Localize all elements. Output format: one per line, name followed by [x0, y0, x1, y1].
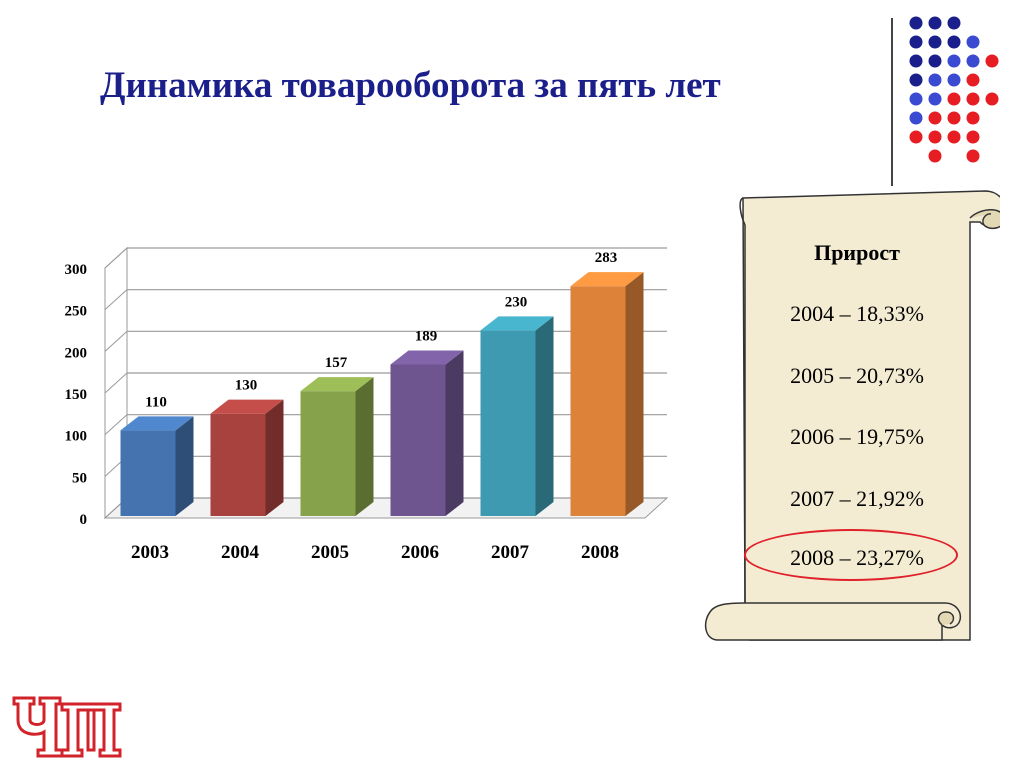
bar-front [120, 430, 176, 516]
decor-dot [928, 16, 942, 30]
decor-dot [909, 92, 923, 106]
decor-dot [928, 130, 942, 144]
decor-dot [928, 111, 942, 125]
bar-chart: 0 50 100 150 200 250 300 110 2003 130 2004 157 2005 1… [65, 246, 669, 563]
bar-front [210, 413, 266, 516]
decor-dot [928, 54, 942, 68]
decor-dot [966, 73, 980, 87]
decor-dot [909, 73, 923, 87]
bar-top [570, 272, 644, 287]
decor-dot [966, 130, 980, 144]
decor-dot [909, 54, 923, 68]
y-tick-label: 50 [72, 470, 87, 486]
data-label: 230 [505, 294, 528, 310]
growth-item-2006: 2006 – 19,75% [790, 424, 924, 449]
y-tick-label: 100 [65, 429, 88, 445]
bar-2005 [300, 377, 374, 516]
data-label: 110 [145, 394, 167, 410]
decorative-dot-grid [909, 16, 999, 163]
decor-dot [985, 54, 999, 68]
gridline-depth [104, 330, 128, 352]
x-tick-label: 2006 [401, 542, 439, 563]
y-tick-label: 300 [65, 262, 88, 278]
decor-dot [966, 111, 980, 125]
data-label: 189 [415, 329, 438, 345]
decor-dot [928, 149, 942, 163]
chart-labels: 0 50 100 150 200 250 300 110 2003 130 2004 157 2005 1… [65, 250, 620, 563]
decor-dot [947, 35, 961, 49]
bar-side [535, 316, 554, 516]
highlight-ellipse [744, 529, 958, 581]
bar-front [300, 391, 356, 516]
university-logo [12, 696, 122, 758]
bar-2003 [120, 416, 194, 516]
decor-dot [909, 16, 923, 30]
bar-top [390, 350, 464, 365]
growth-item-2005: 2005 – 20,73% [790, 363, 924, 388]
bar-2008 [570, 272, 644, 516]
y-tick-label: 200 [65, 345, 88, 361]
bar-top [120, 416, 194, 431]
decor-dot [928, 92, 942, 106]
x-tick-label: 2005 [311, 542, 349, 563]
decor-dot [966, 149, 980, 163]
gridline-depth [104, 247, 128, 269]
growth-item-2004: 2004 – 18,33% [790, 301, 924, 326]
decor-dot [985, 92, 999, 106]
decor-dot [947, 73, 961, 87]
y-tick-label: 250 [65, 304, 88, 320]
decor-dot [947, 111, 961, 125]
bar-top [300, 377, 374, 392]
data-label: 130 [235, 378, 258, 394]
x-tick-label: 2007 [491, 542, 530, 563]
vertical-divider [891, 18, 893, 186]
bar-front [480, 330, 536, 516]
decor-dot [947, 54, 961, 68]
bar-side [175, 416, 194, 516]
bar-2006 [390, 350, 464, 516]
chart-bars [120, 272, 644, 516]
slide-title: Динамика товарооборота за пять лет [100, 65, 721, 106]
decor-dot [909, 35, 923, 49]
bar-front [390, 364, 446, 516]
gridline-depth [104, 289, 128, 311]
bar-front [570, 286, 626, 516]
decor-dot [947, 16, 961, 30]
decor-dot [928, 35, 942, 49]
bar-side [625, 272, 644, 516]
data-label: 157 [325, 355, 348, 371]
bar-side [445, 350, 464, 516]
decor-dot [947, 92, 961, 106]
gridline-depth [104, 372, 128, 394]
x-tick-label: 2003 [131, 542, 169, 563]
decor-dot [947, 130, 961, 144]
bar-top [210, 399, 284, 414]
decor-dot [909, 111, 923, 125]
decor-dot [928, 73, 942, 87]
scroll-panel [704, 190, 1000, 641]
bar-side [355, 377, 374, 516]
decor-dot [966, 92, 980, 106]
bar-2004 [210, 399, 284, 516]
bar-2007 [480, 316, 554, 516]
growth-item-2007: 2007 – 21,92% [790, 486, 924, 511]
decor-dot [966, 35, 980, 49]
data-label: 283 [595, 250, 618, 266]
y-tick-label: 0 [80, 512, 88, 528]
decor-dot [909, 130, 923, 144]
decor-dot [966, 54, 980, 68]
x-tick-label: 2004 [221, 542, 260, 563]
growth-panel-title: Прирост [814, 240, 900, 265]
bar-side [265, 399, 284, 516]
x-tick-label: 2008 [581, 542, 619, 563]
gridline-depth [104, 414, 128, 436]
y-tick-label: 150 [65, 387, 88, 403]
bar-top [480, 316, 554, 331]
